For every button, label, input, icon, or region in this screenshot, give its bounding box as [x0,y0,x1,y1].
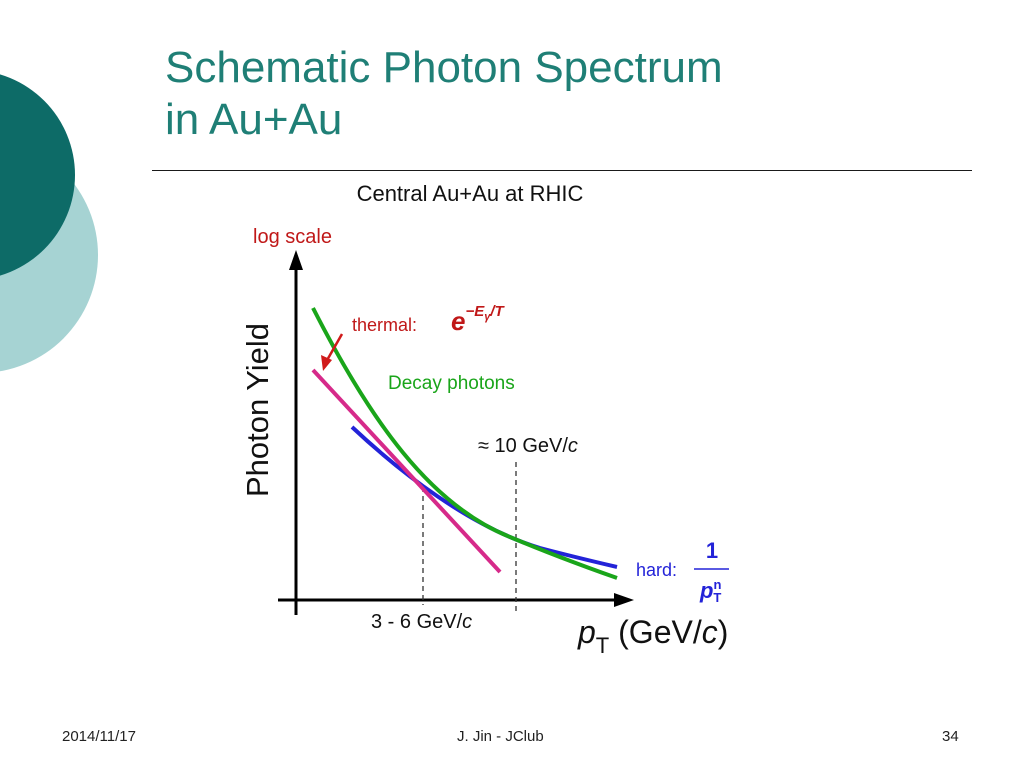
crossing-label-high: ≈ 10 GeV/c [478,435,578,457]
footer-page-number: 34 [942,728,959,745]
footer-date: 2014/11/17 [62,728,136,745]
decorative-circles [0,74,98,372]
diagram-heading: Central Au+Au at RHIC [357,181,584,206]
thermal-arrow-shaft [324,333,344,363]
thermal-label: thermal: [352,315,417,335]
slide-title-line-2: in Au+Au [165,95,343,144]
decay-photon-curve [311,307,618,580]
slide-title-line-1: Schematic Photon Spectrum [165,43,723,92]
x-axis-arrowhead [614,593,634,607]
hard-numerator: 1 [706,538,718,563]
photon-spectrum-diagram: Central Au+Au at RHIC log scale Photon Y… [240,181,729,658]
y-axis-label: Photon Yield [240,323,275,497]
thermal-formula: e−Eγ/T [451,303,506,336]
hard-denominator: pn T [699,577,721,605]
decay-photons-label: Decay photons [388,373,515,394]
footer-author: J. Jin - JClub [457,728,544,745]
title-divider [152,170,972,171]
x-axis-label: pT (GeV/c) [577,614,728,658]
log-scale-label: log scale [253,226,332,248]
dark-teal-circle [0,74,75,276]
thermal-photon-line [311,368,502,574]
crossing-label-low: 3 - 6 GeV/c [371,611,472,633]
hard-label: hard: [636,560,677,580]
y-axis-arrowhead [289,250,303,270]
slide-title: Schematic Photon Spectrum in Au+Au [165,42,723,146]
thermal-arrow-head [321,355,332,371]
